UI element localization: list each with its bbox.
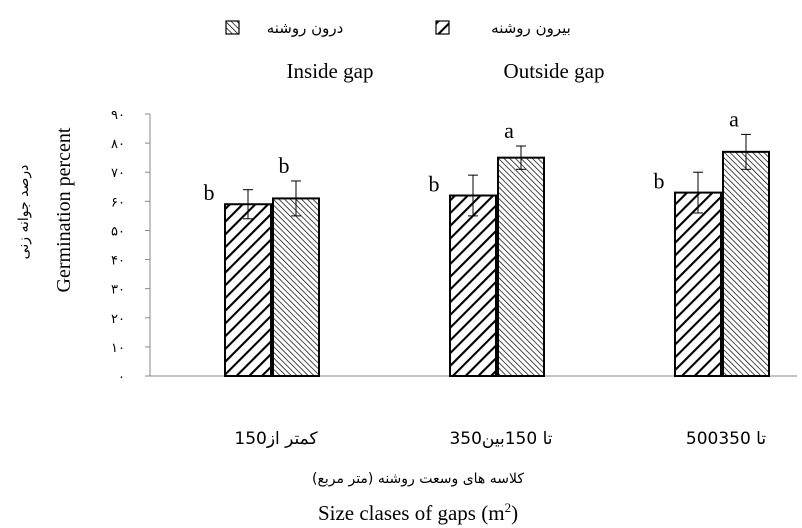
y-tick-label-5: ۵۰	[111, 224, 125, 239]
legend: درون روشنه بیرون روشنه Inside gap Outsid…	[225, 19, 605, 83]
significance-letter-s1-c1: a	[504, 118, 514, 143]
significance-letter-s1-c0: b	[279, 153, 290, 178]
legend-label-outside-fa: بیرون روشنه	[491, 19, 571, 37]
y-tick-label-4: ۴۰	[111, 254, 125, 269]
x-axis-title-en-sup: 2	[505, 500, 512, 515]
y-tick-label-6: ۶۰	[111, 195, 125, 210]
significance-letter-s0-c1: b	[429, 172, 440, 197]
category-label-1: 350تا 150بین	[449, 429, 552, 449]
y-tick-label-3: ۳۰	[111, 283, 125, 298]
error-bars	[243, 133, 751, 220]
category-label-0: 150کمتر از	[234, 429, 318, 449]
bar-s1-c0	[272, 197, 320, 377]
x-axis-title-en-prefix: Size clases of gaps (m	[318, 501, 505, 525]
bar-s1-c1	[497, 156, 545, 377]
category-label-2: 500تا 350	[686, 429, 766, 449]
legend-swatch-inside	[225, 20, 240, 35]
significance-letter-s0-c2: b	[654, 169, 665, 194]
x-axis-title-en-suffix: )	[511, 501, 518, 525]
y-tick-label-8: ۸۰	[111, 137, 125, 152]
category-labels: 150کمتر از 350تا 150بین 500تا 350	[234, 429, 766, 449]
legend-swatch-outside	[435, 20, 450, 35]
x-axis-title-fa: کلاسه های وسعت روشنه (متر مربع)	[312, 471, 524, 487]
bar-s0-c2	[674, 191, 722, 377]
legend-label-inside-fa: درون روشنه	[267, 19, 344, 37]
bar-s1-c2	[722, 150, 770, 377]
y-ticks: ۰ ۱۰ ۲۰ ۳۰ ۴۰ ۵۰ ۶۰ ۷۰ ۸۰ ۹۰	[111, 108, 150, 385]
y-tick-label-9: ۹۰	[111, 108, 125, 123]
y-tick-label-1: ۱۰	[111, 341, 125, 356]
y-tick-label-0: ۰	[118, 370, 125, 385]
bar-s0-c0	[224, 203, 272, 377]
bars	[224, 150, 770, 377]
y-axis-title-en: Germination percent	[53, 127, 75, 292]
significance-letters: b b b b a a	[204, 106, 740, 205]
bar-s0-c1	[449, 194, 497, 377]
legend-label-outside-en: Outside gap	[504, 59, 605, 83]
y-tick-label-7: ۷۰	[111, 166, 125, 181]
y-axis-title-fa: درصد جوانه زنی	[16, 165, 32, 260]
significance-letter-s1-c2: a	[729, 106, 739, 131]
y-tick-label-2: ۲۰	[111, 312, 125, 327]
significance-letter-s0-c0: b	[204, 180, 215, 205]
x-axis-title-en: Size clases of gaps (m2)	[318, 500, 518, 525]
legend-label-inside-en: Inside gap	[287, 59, 374, 83]
